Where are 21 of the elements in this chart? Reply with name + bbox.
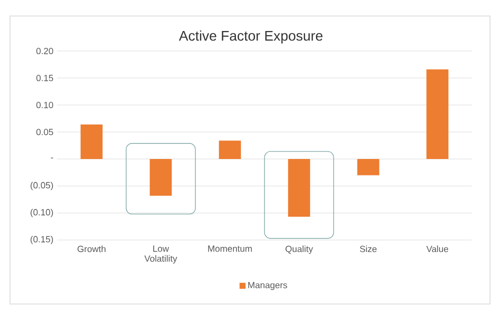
bar	[150, 159, 172, 196]
x-tick-label: Size	[360, 246, 377, 252]
y-tick-label: (0.10)	[30, 208, 53, 218]
y-tick-label: 0.20	[36, 48, 54, 54]
y-tick-label: 0.10	[36, 102, 54, 108]
x-tick-label: Value	[426, 246, 448, 252]
bar	[426, 69, 448, 159]
bar	[288, 159, 310, 217]
x-tick-label: Low Volatility	[144, 246, 178, 264]
legend-label: Managers	[248, 282, 288, 290]
y-tick-label: 0.15	[36, 74, 54, 82]
bar	[357, 159, 380, 176]
y-tick-label: 0.05	[36, 128, 54, 136]
x-tick-label: Quality	[286, 246, 314, 254]
x-tick-label: Momentum	[208, 246, 252, 252]
bar	[218, 140, 241, 159]
bar	[80, 124, 103, 159]
x-tick-label: Growth	[78, 246, 106, 252]
y-tick-label: (0.15)	[30, 236, 53, 244]
y-tick-label: (0.05)	[30, 182, 53, 190]
chart-title: Active Factor Exposure	[178, 30, 322, 44]
